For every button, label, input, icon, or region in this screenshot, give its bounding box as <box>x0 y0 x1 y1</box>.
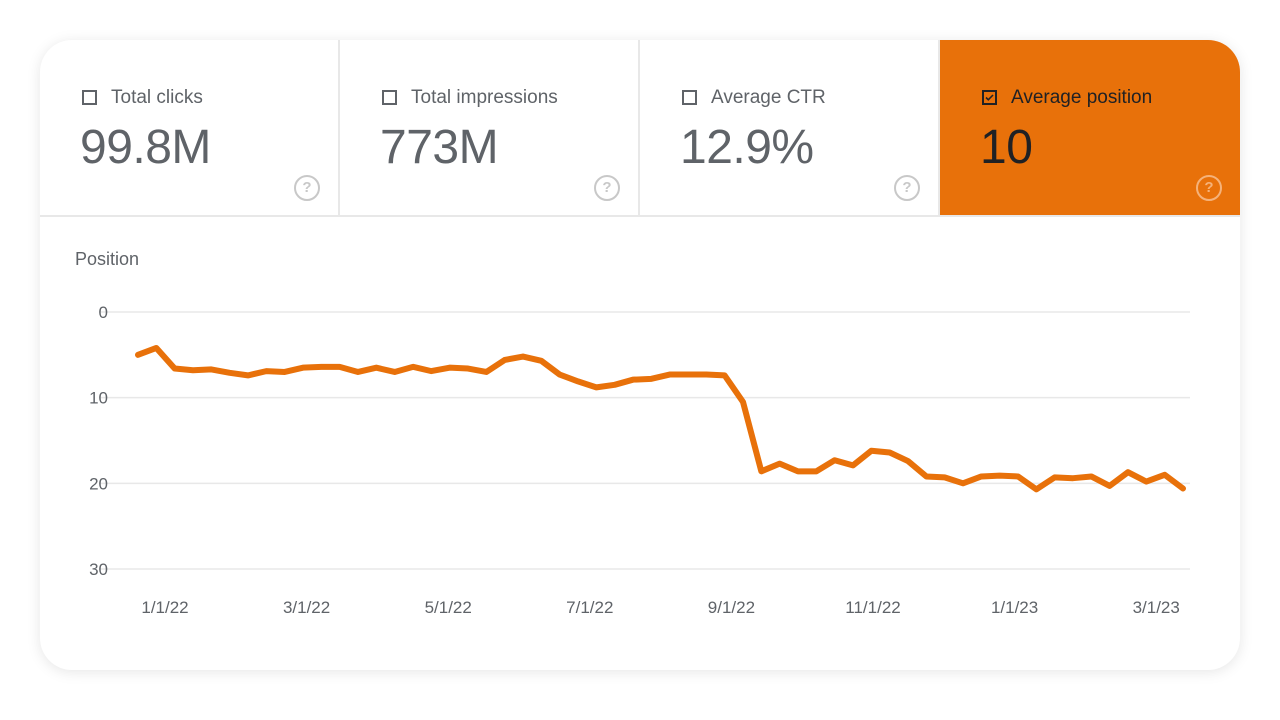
metric-tile-average-position[interactable]: Average position 10 ? <box>940 40 1240 215</box>
y-tick-label: 0 <box>99 303 108 322</box>
metric-tiles: Total clicks 99.8M ? Total impressions 7… <box>40 40 1240 217</box>
x-tick-label: 1/1/22 <box>141 598 188 617</box>
checkbox[interactable] <box>982 90 997 105</box>
metric-label: Total impressions <box>411 87 558 108</box>
x-tick-label: 11/1/22 <box>845 598 900 617</box>
x-tick-label: 9/1/22 <box>708 598 755 617</box>
metric-value: 99.8M <box>80 121 211 174</box>
x-tick-label: 1/1/23 <box>991 598 1038 617</box>
position-series-line <box>135 344 1186 493</box>
performance-card: Total clicks 99.8M ? Total impressions 7… <box>40 40 1240 670</box>
metric-label: Total clicks <box>111 87 203 108</box>
metric-label: Average CTR <box>711 87 826 108</box>
x-tick-label: 5/1/22 <box>425 598 472 617</box>
metric-tile-average-ctr[interactable]: Average CTR 12.9% ? <box>640 40 940 215</box>
y-tick-label: 10 <box>89 389 108 408</box>
metric-tile-total-impressions[interactable]: Total impressions 773M ? <box>340 40 640 215</box>
y-tick-label: 30 <box>89 560 108 579</box>
metric-tile-total-clicks[interactable]: Total clicks 99.8M ? <box>40 40 340 215</box>
help-icon[interactable]: ? <box>594 175 620 201</box>
help-icon[interactable]: ? <box>1196 175 1222 201</box>
y-tick-label: 20 <box>89 474 108 493</box>
metric-label: Average position <box>1011 87 1153 108</box>
x-tick-label: 3/1/23 <box>1133 598 1180 617</box>
metric-value: 10 <box>980 121 1033 174</box>
help-icon[interactable]: ? <box>294 175 320 201</box>
x-tick-label: 7/1/22 <box>566 598 613 617</box>
x-tick-label: 3/1/22 <box>283 598 330 617</box>
checkbox[interactable] <box>382 90 397 105</box>
help-icon[interactable]: ? <box>894 175 920 201</box>
metric-value: 773M <box>380 121 499 174</box>
checkbox[interactable] <box>682 90 697 105</box>
checkbox[interactable] <box>82 90 97 105</box>
metric-value: 12.9% <box>680 121 814 174</box>
y-axis-label: Position <box>75 249 140 269</box>
